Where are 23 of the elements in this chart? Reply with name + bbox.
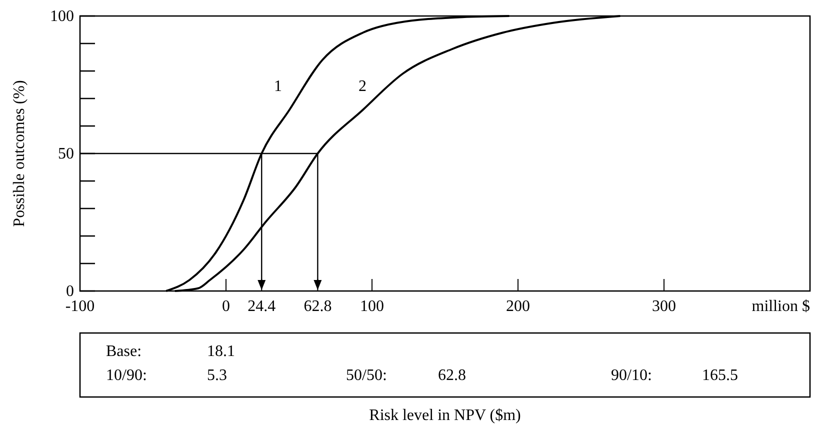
x-tick-label: 100 — [360, 298, 384, 315]
x-tick-label: 300 — [652, 298, 676, 315]
text: Base: — [106, 343, 142, 360]
text: 90/10: — [611, 367, 652, 384]
x-tick-label: 24.4 — [248, 298, 276, 315]
text: 18.1 — [207, 343, 235, 360]
x-tick-label: 200 — [506, 298, 530, 315]
x-tick-label: -100 — [65, 298, 95, 315]
y-tick-label: 100 — [50, 8, 74, 25]
x-axis-title: million $ — [752, 298, 810, 315]
x-tick-label: 62.8 — [304, 298, 332, 315]
series-label: 1 — [274, 78, 282, 95]
y-tick-label: 0 — [66, 283, 74, 300]
text: 10/90: — [106, 367, 147, 384]
text: Risk level in NPV ($m) — [369, 407, 521, 424]
x-tick-label: 0 — [222, 298, 230, 315]
y-axis-title: Possible outcomes (%) — [11, 80, 28, 227]
text: 62.8 — [438, 367, 466, 384]
series-label: 2 — [358, 78, 367, 95]
text: 50/50: — [346, 367, 387, 384]
text: 165.5 — [702, 367, 738, 384]
y-tick-label: 50 — [58, 146, 74, 162]
text: 5.3 — [207, 367, 227, 384]
